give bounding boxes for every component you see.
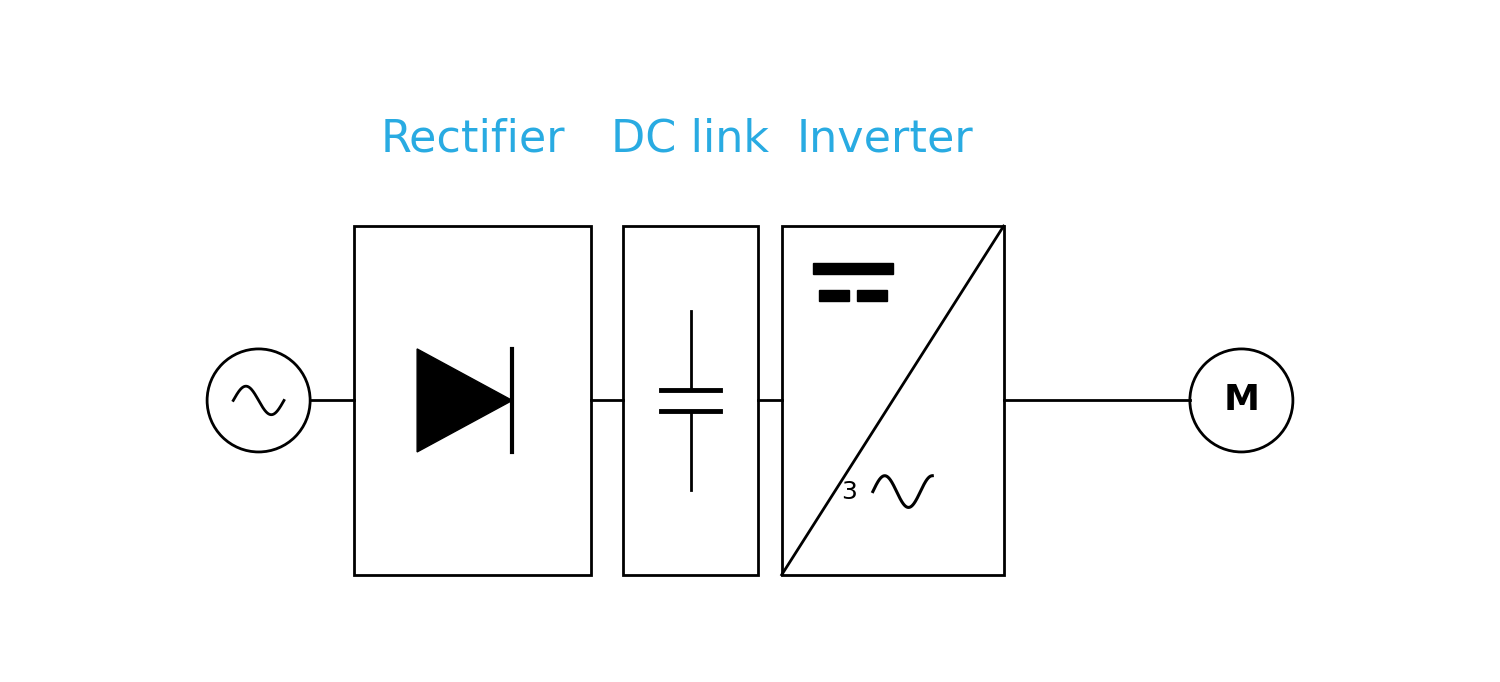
Text: M: M	[1224, 383, 1260, 417]
Bar	[813, 263, 892, 273]
Text: Rectifier: Rectifier	[381, 117, 566, 160]
Bar	[856, 291, 886, 301]
Text: DC link: DC link	[612, 117, 770, 160]
Bar	[354, 226, 591, 575]
Polygon shape	[417, 349, 512, 452]
Text: Inverter: Inverter	[796, 117, 974, 160]
Bar	[782, 226, 1004, 575]
Bar	[622, 226, 758, 575]
Text: 3: 3	[842, 479, 856, 503]
Bar	[819, 291, 849, 301]
